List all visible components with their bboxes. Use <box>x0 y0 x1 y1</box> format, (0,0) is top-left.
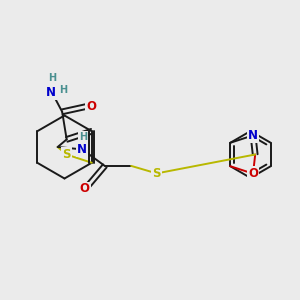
Text: O: O <box>86 100 96 113</box>
Text: N: N <box>77 143 87 156</box>
Text: H: H <box>59 85 68 95</box>
Text: O: O <box>248 167 258 180</box>
Text: N: N <box>248 129 258 142</box>
Text: H: H <box>48 73 56 82</box>
Text: N: N <box>46 86 56 99</box>
Text: H: H <box>79 132 87 142</box>
Text: S: S <box>152 167 161 180</box>
Text: O: O <box>80 182 90 196</box>
Text: S: S <box>62 148 71 161</box>
